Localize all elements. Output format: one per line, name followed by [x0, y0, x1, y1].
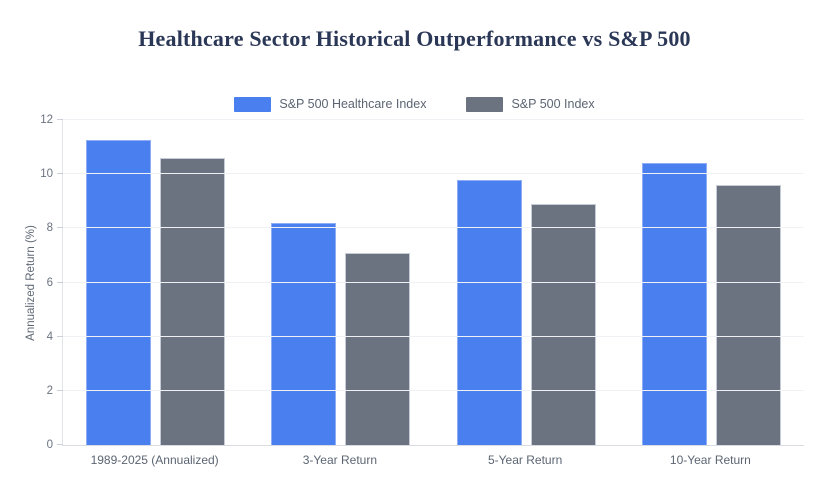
bar-group — [63, 120, 248, 445]
bar — [271, 222, 337, 445]
bar — [456, 179, 522, 445]
bar — [715, 185, 781, 445]
bar-group — [619, 120, 804, 445]
legend-swatch-icon — [234, 97, 272, 112]
bar — [641, 163, 707, 445]
legend-swatch-icon — [466, 97, 504, 112]
x-axis-label: 5-Year Return — [487, 453, 563, 467]
y-tick-label: 2 — [46, 384, 53, 397]
x-axis-label: 3-Year Return — [302, 453, 378, 467]
y-tick-mark — [57, 444, 63, 445]
y-tick-mark — [57, 227, 63, 229]
x-axis-label: 1989-2025 (Annualized) — [90, 453, 219, 467]
bar — [530, 203, 596, 445]
y-tick-mark — [57, 281, 63, 283]
plot-area: 0 2 4 6 8 10 12 — [40, 114, 804, 451]
bar-group — [434, 120, 619, 445]
y-tick-mark — [57, 173, 63, 175]
bar-group — [248, 120, 433, 445]
legend-item: S&P 500 Healthcare Index — [234, 97, 426, 112]
chart-title: Healthcare Sector Historical Outperforma… — [138, 26, 691, 51]
y-tick-mark — [57, 119, 63, 120]
bar — [345, 252, 411, 445]
y-tick-mark — [57, 335, 63, 337]
legend-item: S&P 500 Index — [466, 97, 595, 112]
gridline — [63, 119, 804, 120]
bar — [86, 140, 152, 445]
y-tick-label: 8 — [46, 222, 53, 235]
legend-label: S&P 500 Healthcare Index — [279, 97, 427, 111]
gridline — [63, 335, 804, 337]
y-tick-label: 12 — [40, 114, 53, 126]
x-axis-labels: 1989-2025 (Annualized) 3-Year Return 5-Yea… — [62, 453, 803, 467]
bar — [160, 157, 226, 445]
gridline — [63, 173, 804, 175]
y-tick-mark — [57, 389, 63, 391]
legend: S&P 500 Healthcare Index S&P 500 Index — [0, 97, 829, 112]
y-tick-label: 0 — [46, 439, 53, 451]
gridline — [63, 227, 804, 229]
y-tick-label: 10 — [40, 168, 53, 181]
bar-groups — [63, 120, 804, 445]
y-tick-label: 6 — [46, 276, 53, 289]
y-tick-label: 4 — [46, 330, 53, 343]
x-axis-label: 10-Year Return — [669, 453, 751, 467]
gridline — [63, 389, 804, 391]
gridline — [63, 281, 804, 283]
legend-label: S&P 500 Index — [511, 97, 595, 111]
